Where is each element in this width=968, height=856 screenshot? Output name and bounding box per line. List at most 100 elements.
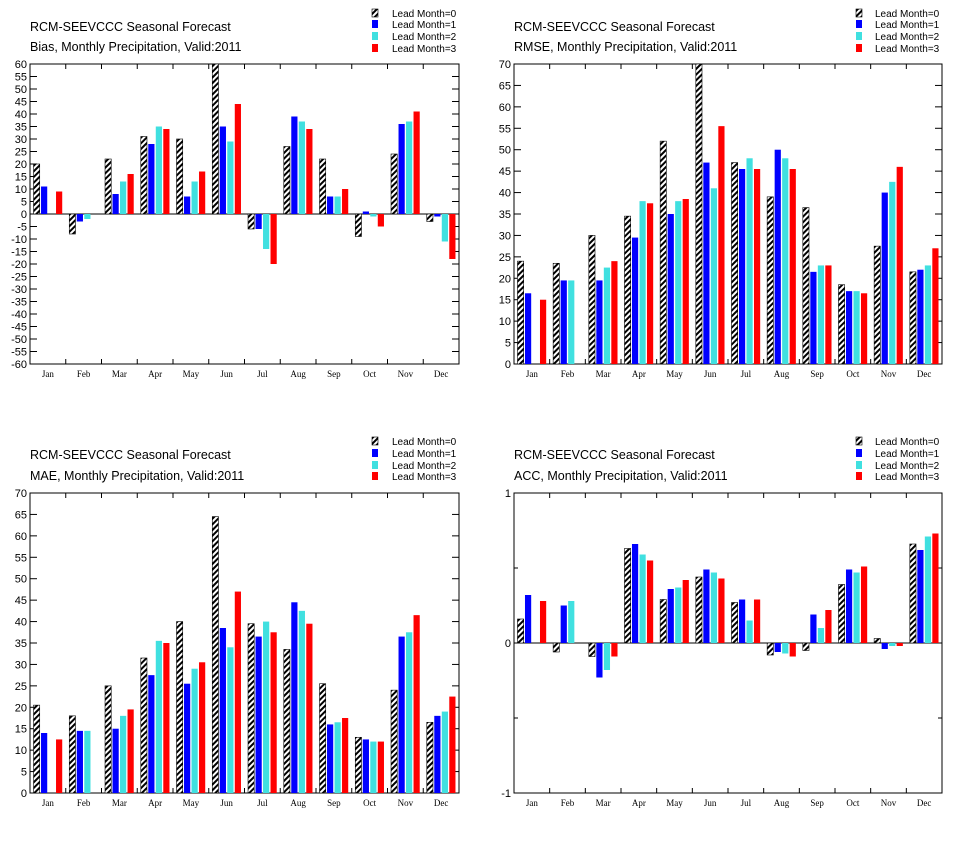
y-tick-label: 45: [15, 595, 27, 607]
bar-lead3-oct: [860, 566, 868, 643]
bar-lead1-may: [184, 196, 191, 214]
bar-lead1-jun: [219, 628, 226, 793]
y-tick-label: 60: [15, 59, 27, 71]
bar-lead3-jan: [539, 601, 547, 643]
bar-lead0-aug: [283, 649, 291, 794]
bar-lead3-mar: [611, 261, 618, 364]
legend-swatch-lead3: [856, 472, 862, 480]
y-tick-label: 30: [15, 659, 27, 671]
bar-lead1-oct: [845, 569, 853, 643]
x-tick-label: Jul: [257, 369, 268, 379]
bar-lead3-mar: [127, 174, 134, 214]
bar-lead1-dec: [434, 715, 441, 793]
y-tick-label: -35: [11, 297, 27, 309]
bar-lead0-nov: [873, 638, 881, 644]
bar-lead2-aug: [782, 158, 789, 364]
chart-panel-acc: RCM-SEEVCCC Seasonal Forecast ACC, Month…: [501, 436, 943, 808]
bar-lead3-nov: [896, 166, 903, 364]
bar-lead3-nov: [413, 615, 420, 793]
bar-lead1-jan: [524, 293, 532, 364]
legend-label-lead1: Lead Month=1: [392, 20, 457, 31]
bar-lead2-jul: [263, 214, 270, 249]
chart-title: RCM-SEEVCCC Seasonal Forecast: [30, 448, 231, 462]
y-tick-label: 60: [15, 531, 27, 543]
bar-lead2-mar: [120, 181, 127, 214]
x-tick-label: Oct: [363, 798, 376, 808]
bar-lead1-feb: [560, 280, 567, 364]
bar-lead3-apr: [646, 560, 654, 643]
y-tick-label: -55: [11, 347, 27, 359]
bar-lead1-sep: [810, 271, 817, 364]
x-tick-label: Mar: [596, 369, 611, 379]
bar-lead1-feb: [560, 605, 567, 643]
y-tick-label: 0: [21, 209, 27, 221]
bar-lead0-jun: [695, 576, 703, 644]
bar-lead0-dec: [426, 213, 434, 222]
bar-lead0-apr: [624, 215, 631, 365]
y-tick-label: -20: [11, 259, 27, 271]
y-tick-label: 10: [15, 745, 27, 757]
y-tick-label: 25: [499, 252, 511, 264]
x-tick-label: Apr: [148, 369, 162, 379]
bar-lead3-jul: [270, 632, 277, 793]
plot-area: 605550454035302520151050-5-10-15-20-25-3…: [11, 59, 460, 379]
bar-lead3-apr: [163, 129, 170, 214]
bar-lead3-sep: [342, 189, 349, 214]
bar-lead2-nov: [889, 181, 896, 364]
y-tick-label: 15: [15, 172, 27, 184]
y-tick-label: 20: [15, 702, 27, 714]
bar-lead0-nov: [390, 689, 398, 794]
bar-lead1-nov: [398, 124, 405, 214]
bar-lead1-jun: [703, 162, 710, 364]
legend-swatch-lead0: [855, 436, 863, 446]
bar-lead3-may: [682, 199, 689, 364]
bar-lead2-feb: [568, 280, 575, 364]
x-tick-label: Jun: [220, 369, 233, 379]
y-tick-label: -30: [11, 284, 27, 296]
bar-lead2-oct: [370, 214, 377, 217]
x-tick-label: Jul: [741, 369, 752, 379]
bar-lead1-jan: [41, 186, 48, 214]
bar-lead1-jan: [524, 595, 532, 643]
bar-lead0-aug: [766, 642, 774, 656]
legend: Lead Month=0 Lead Month=1 Lead Month=2 L…: [855, 436, 940, 483]
bar-lead2-dec: [924, 536, 932, 643]
bar-lead3-jun: [718, 126, 725, 365]
x-tick-label: Jun: [704, 369, 717, 379]
legend-swatch-lead2: [372, 461, 378, 469]
bar-lead3-nov: [896, 643, 903, 646]
bar-lead0-feb: [552, 262, 560, 365]
chart-subtitle: MAE, Monthly Precipitation, Valid:2011: [30, 469, 244, 483]
legend-swatch-lead3: [372, 472, 378, 480]
chart-subtitle: RMSE, Monthly Precipitation, Valid:2011: [514, 40, 737, 54]
bar-lead2-aug: [782, 643, 789, 654]
bar-lead2-jun: [227, 647, 234, 793]
x-tick-label: Aug: [290, 369, 306, 379]
bar-lead1-nov: [881, 643, 888, 649]
y-tick-label: -50: [11, 334, 27, 346]
x-tick-label: Sep: [810, 369, 824, 379]
y-tick-label: 15: [15, 724, 27, 736]
bar-lead0-nov: [390, 153, 398, 215]
bar-lead2-jul: [746, 158, 753, 364]
bar-lead1-may: [667, 589, 674, 643]
y-tick-label: -25: [11, 272, 27, 284]
legend-label-lead0: Lead Month=0: [875, 437, 940, 448]
y-tick-label: -45: [11, 322, 27, 334]
bar-lead3-jan: [56, 739, 63, 793]
bar-lead1-mar: [596, 643, 603, 678]
bar-lead0-jun: [211, 63, 219, 215]
chart-subtitle: Bias, Monthly Precipitation, Valid:2011: [30, 40, 242, 54]
bar-lead2-sep: [817, 628, 825, 643]
chart-panel-bias: RCM-SEEVCCC Seasonal Forecast Bias, Mont…: [11, 8, 460, 379]
legend-swatch-lead1: [856, 20, 862, 28]
bar-lead3-may: [199, 171, 206, 214]
bar-lead0-apr: [624, 548, 631, 644]
x-tick-label: Jan: [526, 369, 538, 379]
y-tick-label: 30: [15, 134, 27, 146]
y-tick-label: 60: [499, 102, 511, 114]
bar-lead2-apr: [639, 554, 646, 643]
bar-lead3-sep: [825, 265, 832, 364]
bar-lead0-apr: [140, 136, 148, 215]
